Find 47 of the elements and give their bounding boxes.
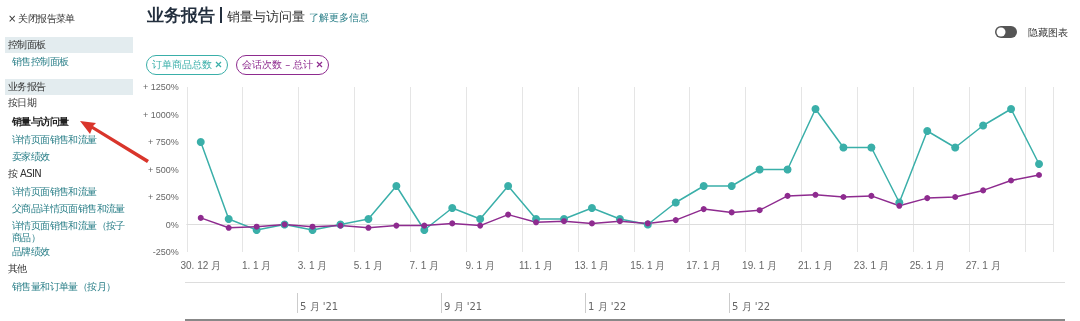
- x-tick-label: 17. 1 月: [686, 259, 722, 271]
- text: 5 月 '21: [297, 293, 339, 313]
- text: 9 月 '21: [441, 293, 483, 313]
- chart-title: 业务报告: [147, 5, 215, 25]
- y-tick-label: + 1000%: [143, 109, 179, 120]
- text: 按日期: [8, 97, 38, 109]
- y-tick-label: + 1250%: [143, 82, 179, 92]
- y-tick-label: -250%: [152, 247, 179, 257]
- x-tick-label: 13. 1 月: [574, 259, 610, 271]
- text: 卖家绩效: [12, 151, 51, 163]
- x-tick-label: 27. 1 月: [965, 259, 1001, 271]
- x-tick-label: 25. 1 月: [909, 259, 945, 271]
- text: × 关闭报告菜单: [8, 13, 76, 25]
- text: 其他: [8, 263, 28, 275]
- x-tick-label: 9. 1 月: [465, 259, 495, 271]
- text: 详情页面销售和流量（按子商品）: [12, 220, 126, 244]
- legend-label: 订单商品总数: [146, 55, 228, 75]
- y-tick-label: 0%: [165, 219, 179, 230]
- y-tick-label: + 250%: [148, 192, 179, 202]
- y-tick-label: + 750%: [148, 137, 179, 147]
- text: 业务报告: [5, 79, 133, 95]
- text: 品牌绩效: [12, 246, 51, 258]
- x-tick-label: 1. 1 月: [241, 259, 272, 271]
- y-tick-label: + 500%: [148, 164, 179, 175]
- x-tick-label: 30. 12 月: [180, 259, 222, 271]
- text: 销量与访问量: [12, 116, 70, 128]
- text: 销售量和订单量（按月）: [12, 281, 117, 293]
- x-tick-label: 15. 1 月: [630, 259, 666, 271]
- text: 详情页面销售和流量: [12, 134, 98, 146]
- x-tick-label: 21. 1 月: [797, 259, 833, 271]
- text: 隐藏图表: [1028, 26, 1068, 40]
- text: 销售控制面板: [12, 56, 70, 68]
- x-tick-label: 7. 1 月: [409, 259, 440, 271]
- text: 父商品详情页面销售和流量: [12, 203, 126, 215]
- x-tick-label: 3. 1 月: [297, 259, 328, 271]
- x-tick-label: 5. 1 月: [353, 259, 384, 271]
- text: 详情页面销售和流量: [12, 186, 98, 198]
- chart-subtitle: 销量与访问量: [227, 9, 306, 24]
- text: 了解更多信息: [309, 12, 370, 23]
- x-tick-label: 11. 1 月: [518, 259, 554, 271]
- text: 按 ASIN: [8, 168, 43, 180]
- x-tick-label: 23. 1 月: [853, 259, 889, 271]
- text: 控制面板: [5, 37, 133, 53]
- text: 1 月 '22: [585, 293, 627, 313]
- text: 5 月 '22: [729, 293, 771, 313]
- legend-label: 会话次数 – 总计: [236, 55, 330, 75]
- x-tick-label: 19. 1 月: [742, 259, 778, 271]
